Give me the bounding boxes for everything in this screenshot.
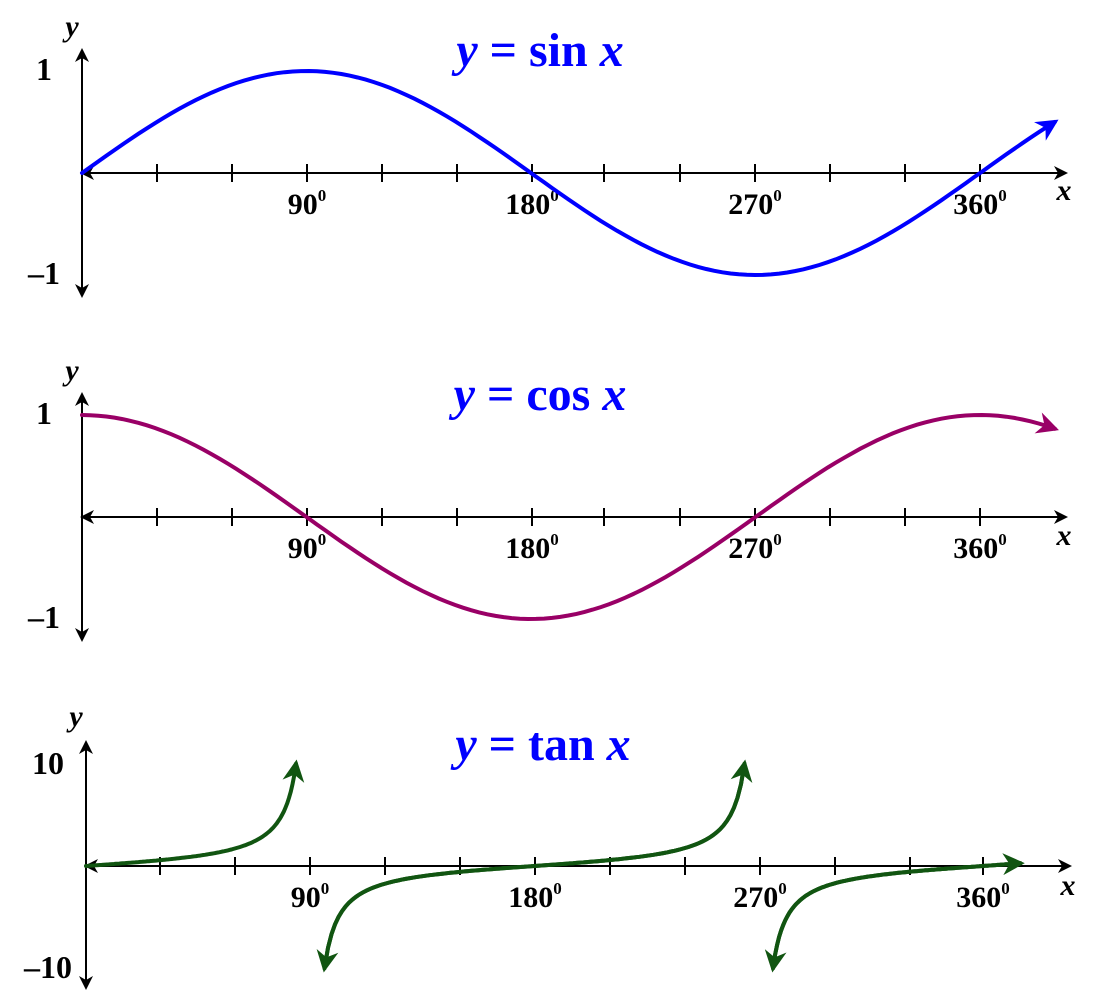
x-tick-label-degree: 0	[318, 186, 327, 205]
chart-title-x: x	[601, 368, 626, 421]
x-tick-label-value: 270	[733, 881, 778, 914]
chart-title: y = tan x	[450, 718, 630, 771]
tan-branch-1	[316, 759, 753, 973]
x-tick-label-value: 270	[728, 188, 773, 221]
x-tick-label-degree: 0	[318, 530, 327, 549]
y-min-label: –1	[27, 599, 60, 635]
chart-title: y = cos x	[449, 368, 627, 421]
y-axis-name: y	[66, 700, 83, 733]
y-axis-name: y	[62, 10, 79, 43]
x-tick-label-degree: 0	[1001, 879, 1010, 898]
data-curve-tan-branch	[771, 853, 1025, 971]
y-max-label: 1	[36, 51, 52, 87]
x-tick-label: 900	[288, 530, 327, 565]
x-tick-label-degree: 0	[998, 186, 1007, 205]
y-min-label: –1	[27, 255, 60, 291]
x-tick-label-degree: 0	[321, 879, 330, 898]
x-tick-label-degree: 0	[553, 879, 562, 898]
y-axis-down-arrow	[75, 284, 89, 298]
x-axis-left-arrow	[80, 510, 94, 524]
chart-title-function: = sin	[478, 24, 600, 77]
x-tick-label-value: 90	[288, 532, 318, 565]
data-curve-tan-branch	[764, 861, 1023, 973]
y-max-label: 1	[36, 395, 52, 431]
x-tick-label: 1800	[505, 186, 559, 221]
x-tick-label-value: 90	[288, 188, 318, 221]
x-tick-label-value: 360	[953, 188, 998, 221]
y-axis-down-arrow	[75, 628, 89, 642]
y-max-label: 10	[32, 745, 64, 781]
tan-branch-2	[764, 853, 1025, 973]
x-tick-label: 2700	[733, 879, 787, 914]
x-tick-label-value: 360	[953, 532, 998, 565]
chart-title: y = sin x	[451, 24, 623, 77]
x-tick-label-degree: 0	[998, 530, 1007, 549]
x-tick-label-value: 270	[728, 532, 773, 565]
x-tick-label: 1800	[508, 879, 562, 914]
y-min-label: –10	[23, 949, 72, 985]
x-axis-right-arrow	[1058, 859, 1072, 873]
x-tick-label-value: 180	[505, 188, 550, 221]
x-axis-left-arrow	[80, 166, 94, 180]
chart-title-function: = cos	[475, 368, 602, 421]
y-axis-up-arrow	[79, 740, 93, 754]
data-curve-sin	[80, 68, 1059, 278]
x-tick-label: 2700	[728, 530, 782, 565]
x-tick-label-value: 180	[508, 881, 553, 914]
x-tick-label-value: 90	[291, 881, 321, 914]
x-tick-label: 2700	[728, 186, 782, 221]
x-tick-label-degree: 0	[773, 186, 782, 205]
x-tick-label-degree: 0	[773, 530, 782, 549]
x-axis-right-arrow	[1054, 166, 1068, 180]
chart-title-y: y	[450, 718, 477, 771]
x-tick-label-value: 360	[956, 881, 1001, 914]
data-curve-cos	[80, 412, 1059, 622]
y-axis-down-arrow	[79, 976, 93, 990]
x-tick-label: 3600	[956, 879, 1010, 914]
x-tick-label: 3600	[953, 530, 1007, 565]
chart-title-y: y	[451, 24, 478, 77]
data-curve-tan	[84, 759, 305, 868]
x-axis-name: x	[1060, 869, 1076, 902]
x-tick-label: 900	[291, 879, 330, 914]
x-axis-right-arrow	[1054, 510, 1068, 524]
x-tick-label: 900	[288, 186, 327, 221]
chart-title-function: = tan	[477, 718, 607, 771]
x-tick-label-degree: 0	[778, 879, 787, 898]
x-tick-label: 3600	[953, 186, 1007, 221]
x-tick-label-degree: 0	[550, 530, 559, 549]
chart-title-x: x	[599, 24, 624, 77]
y-axis-up-arrow	[75, 392, 89, 406]
x-axis-name: x	[1056, 519, 1072, 552]
chart-title-y: y	[449, 368, 476, 421]
chart-title-x: x	[606, 718, 631, 771]
y-axis-name: y	[62, 354, 79, 387]
y-axis-up-arrow	[75, 48, 89, 62]
data-curve-tan-branch	[322, 759, 753, 971]
x-tick-label-value: 180	[505, 532, 550, 565]
x-axis-name: x	[1056, 174, 1072, 207]
x-tick-label-degree: 0	[550, 186, 559, 205]
x-tick-label: 1800	[505, 530, 559, 565]
